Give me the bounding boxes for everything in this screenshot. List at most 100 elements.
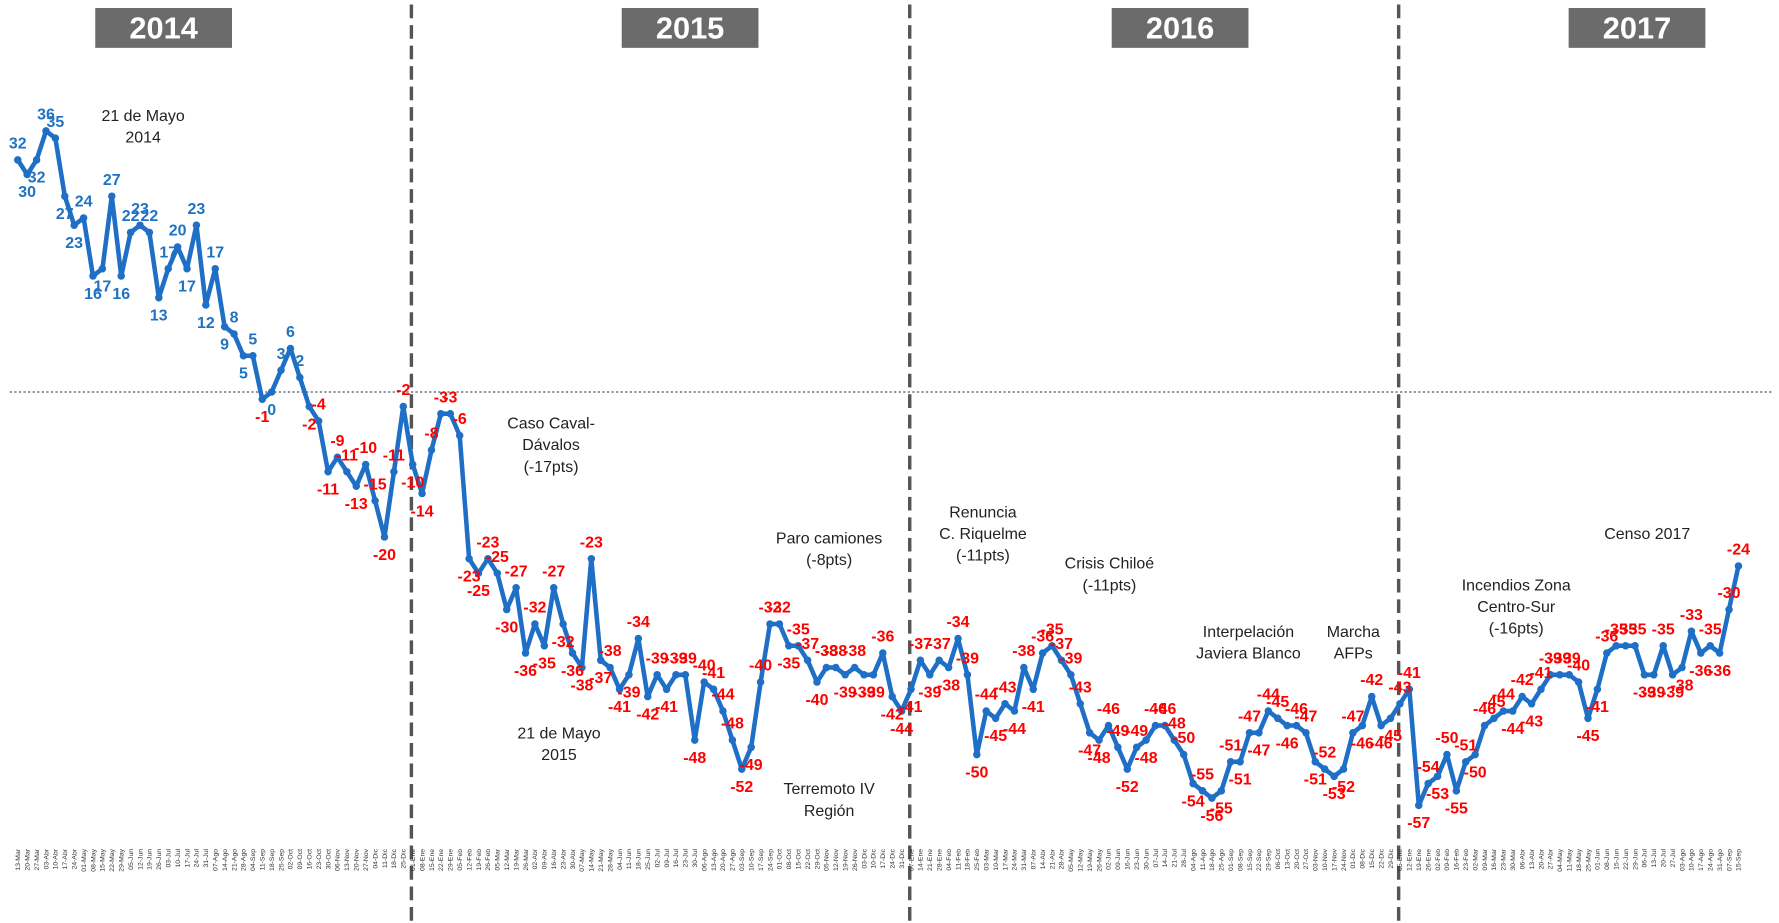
x-tick-label: 26-Nov bbox=[852, 848, 859, 871]
value-label: -36 bbox=[514, 663, 537, 680]
value-label: -55 bbox=[1191, 766, 1214, 783]
point bbox=[1029, 685, 1038, 694]
value-label: -14 bbox=[411, 503, 434, 520]
point bbox=[625, 671, 633, 679]
value-label: -45 bbox=[984, 728, 1007, 745]
value-label: -32 bbox=[523, 600, 546, 617]
point bbox=[173, 243, 182, 251]
value-label: -44 bbox=[890, 721, 913, 738]
point bbox=[70, 221, 78, 229]
value-label: -39 bbox=[1633, 685, 1656, 702]
value-label: -51 bbox=[1454, 737, 1477, 754]
point bbox=[380, 533, 389, 541]
value-label: -37 bbox=[589, 670, 612, 687]
point bbox=[14, 156, 22, 164]
x-tick-label: 13-Nov bbox=[344, 848, 351, 871]
point bbox=[98, 264, 107, 273]
x-tick-label: 16-Jul bbox=[673, 848, 680, 867]
x-tick-label: 30-Oct bbox=[325, 849, 332, 870]
value-label: 16 bbox=[112, 286, 130, 303]
point bbox=[314, 417, 323, 425]
point bbox=[1678, 663, 1686, 672]
value-label: -40 bbox=[805, 692, 828, 709]
value-label: 23 bbox=[65, 235, 83, 252]
x-tick-label: 25-Feb bbox=[974, 849, 981, 871]
value-label: -42 bbox=[636, 706, 659, 723]
x-tick-label: 12-Feb bbox=[466, 849, 473, 871]
value-label: -33 bbox=[1680, 607, 1703, 624]
point bbox=[1631, 642, 1639, 650]
value-label: 17 bbox=[206, 244, 224, 261]
point bbox=[521, 649, 530, 657]
point bbox=[512, 584, 520, 592]
value-label: -8 bbox=[424, 426, 438, 443]
x-tick-label: 13-Oct bbox=[1284, 849, 1291, 870]
x-tick-label: 05-Mar bbox=[495, 848, 502, 870]
point bbox=[728, 736, 737, 744]
value-label: -39 bbox=[862, 685, 885, 702]
value-label: -39 bbox=[1059, 650, 1082, 667]
x-tick-label: 25-Dic bbox=[401, 848, 408, 868]
value-label: -53 bbox=[1426, 786, 1449, 803]
point bbox=[672, 671, 680, 679]
x-tick-label: 01-Jun bbox=[1595, 849, 1602, 870]
value-label: -35 bbox=[777, 656, 800, 673]
point bbox=[126, 228, 135, 237]
x-tick-label: 28-Ene bbox=[937, 849, 944, 871]
value-label: -39 bbox=[674, 650, 697, 667]
value-label: -41 bbox=[608, 699, 631, 716]
x-tick-label: 25-Ago bbox=[1219, 849, 1226, 871]
x-tick-label: 22-Jun bbox=[1623, 849, 1630, 870]
point bbox=[907, 685, 915, 694]
x-tick-label: 07-Ago bbox=[213, 849, 220, 871]
point bbox=[963, 671, 972, 679]
point bbox=[1170, 736, 1179, 744]
value-label: 17 bbox=[159, 244, 177, 261]
point bbox=[1226, 758, 1235, 766]
value-label: -41 bbox=[702, 665, 725, 682]
value-label: -39 bbox=[956, 650, 979, 667]
point bbox=[1179, 750, 1188, 759]
point bbox=[1480, 721, 1489, 730]
point bbox=[935, 656, 943, 665]
x-tick-label: 04-Ago bbox=[1190, 849, 1197, 871]
point bbox=[220, 322, 229, 331]
x-tick-label: 23-Abr bbox=[560, 848, 567, 869]
x-tick-label: 20-Ago bbox=[720, 849, 727, 871]
point bbox=[258, 395, 267, 404]
x-tick-label: 10-Jul bbox=[175, 848, 182, 867]
point bbox=[79, 214, 88, 222]
value-label: -49 bbox=[1125, 723, 1148, 740]
point bbox=[418, 489, 426, 498]
x-tick-label: 26-May bbox=[1096, 848, 1103, 871]
point bbox=[89, 272, 97, 280]
x-tick-label: 30-Jul bbox=[692, 848, 699, 867]
value-label: -46 bbox=[1276, 735, 1299, 752]
x-tick-label: 22-Dic bbox=[1378, 848, 1385, 868]
value-label: 9 bbox=[220, 337, 229, 354]
annotation: Centro-Sur bbox=[1477, 599, 1556, 616]
value-label: -39 bbox=[664, 650, 687, 667]
x-tick-label: 03-Abr bbox=[43, 848, 50, 869]
point bbox=[1283, 721, 1291, 730]
value-label: -51 bbox=[1229, 772, 1252, 789]
annotation: Caso Caval- bbox=[507, 415, 595, 432]
value-label: -42 bbox=[881, 706, 904, 723]
value-label: 27 bbox=[56, 206, 74, 223]
value-label: -48 bbox=[683, 750, 706, 767]
point bbox=[192, 221, 201, 229]
point bbox=[455, 431, 464, 440]
x-tick-label: 11-Dic bbox=[382, 848, 389, 868]
point bbox=[1527, 700, 1536, 708]
x-tick-label: 06-Abr bbox=[1519, 848, 1526, 869]
point bbox=[832, 663, 840, 672]
value-label: -40 bbox=[693, 658, 716, 675]
x-tick-label: 04-May bbox=[1557, 848, 1564, 871]
point bbox=[51, 134, 60, 142]
value-label: -47 bbox=[1078, 743, 1101, 760]
point bbox=[1255, 729, 1263, 737]
x-tick-label: 19-Ene bbox=[1416, 849, 1423, 871]
value-label: -41 bbox=[1529, 665, 1552, 682]
x-tick-label: 12-Jun bbox=[137, 849, 144, 870]
x-tick-label: 17-Ago bbox=[1698, 849, 1705, 871]
